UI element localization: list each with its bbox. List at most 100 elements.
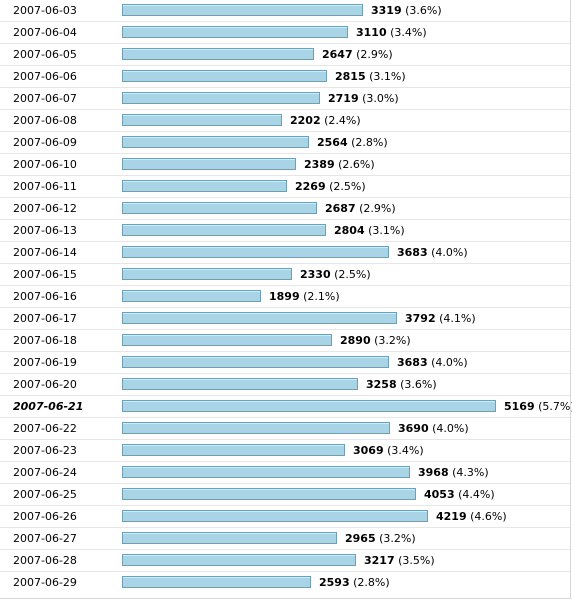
value-label: 2202 (2.4%) bbox=[290, 114, 361, 127]
value-label: 2330 (2.5%) bbox=[300, 268, 371, 281]
category-label: 2007-06-28 bbox=[13, 554, 77, 567]
bar bbox=[122, 554, 356, 566]
value-percent: (5.7%) bbox=[538, 400, 572, 413]
bar-row: 2007-06-15 2330 (2.5%) bbox=[0, 264, 570, 286]
value-label: 3683 (4.0%) bbox=[397, 246, 468, 259]
category-label: 2007-06-14 bbox=[13, 246, 77, 259]
category-label: 2007-06-25 bbox=[13, 488, 77, 501]
value-number: 3792 bbox=[405, 312, 436, 325]
bar bbox=[122, 4, 363, 16]
value-percent: (4.6%) bbox=[470, 510, 507, 523]
value-percent: (4.0%) bbox=[431, 356, 468, 369]
bar-row: 2007-06-24 3968 (4.3%) bbox=[0, 462, 570, 484]
bar-row: 2007-06-29 2593 (2.8%) bbox=[0, 572, 570, 594]
value-label: 3069 (3.4%) bbox=[353, 444, 424, 457]
category-label: 2007-06-15 bbox=[13, 268, 77, 281]
value-label: 2647 (2.9%) bbox=[322, 48, 393, 61]
bar bbox=[122, 202, 317, 214]
value-number: 3258 bbox=[366, 378, 397, 391]
value-percent: (4.0%) bbox=[431, 246, 468, 259]
value-number: 3683 bbox=[397, 246, 428, 259]
value-number: 4053 bbox=[424, 488, 455, 501]
bar bbox=[122, 488, 416, 500]
category-label: 2007-06-16 bbox=[13, 290, 77, 303]
value-label: 1899 (2.1%) bbox=[269, 290, 340, 303]
value-label: 3683 (4.0%) bbox=[397, 356, 468, 369]
category-label: 2007-06-20 bbox=[13, 378, 77, 391]
bar bbox=[122, 466, 410, 478]
value-label: 3258 (3.6%) bbox=[366, 378, 437, 391]
category-label: 2007-06-12 bbox=[13, 202, 77, 215]
category-label: 2007-06-13 bbox=[13, 224, 77, 237]
value-percent: (2.4%) bbox=[324, 114, 361, 127]
category-label: 2007-06-23 bbox=[13, 444, 77, 457]
value-label: 2687 (2.9%) bbox=[325, 202, 396, 215]
bar-row: 2007-06-07 2719 (3.0%) bbox=[0, 88, 570, 110]
category-label: 2007-06-18 bbox=[13, 334, 77, 347]
value-label: 3792 (4.1%) bbox=[405, 312, 476, 325]
value-number: 2564 bbox=[317, 136, 348, 149]
bar-row: 2007-06-09 2564 (2.8%) bbox=[0, 132, 570, 154]
category-label: 2007-06-29 bbox=[13, 576, 77, 589]
value-percent: (2.6%) bbox=[338, 158, 375, 171]
bar-row: 2007-06-05 2647 (2.9%) bbox=[0, 44, 570, 66]
value-label: 3968 (4.3%) bbox=[418, 466, 489, 479]
category-label: 2007-06-09 bbox=[13, 136, 77, 149]
bar-row: 2007-06-08 2202 (2.4%) bbox=[0, 110, 570, 132]
value-label: 3110 (3.4%) bbox=[356, 26, 427, 39]
value-percent: (3.4%) bbox=[387, 444, 424, 457]
bar-row: 2007-06-13 2804 (3.1%) bbox=[0, 220, 570, 242]
bar-row: 2007-06-11 2269 (2.5%) bbox=[0, 176, 570, 198]
value-number: 3110 bbox=[356, 26, 387, 39]
category-label: 2007-06-10 bbox=[13, 158, 77, 171]
value-number: 5169 bbox=[504, 400, 535, 413]
bar bbox=[122, 246, 389, 258]
bar-row: 2007-06-25 4053 (4.4%) bbox=[0, 484, 570, 506]
category-label: 2007-06-07 bbox=[13, 92, 77, 105]
value-label: 2965 (3.2%) bbox=[345, 532, 416, 545]
value-label: 3319 (3.6%) bbox=[371, 4, 442, 17]
category-label: 2007-06-24 bbox=[13, 466, 77, 479]
value-label: 4219 (4.6%) bbox=[436, 510, 507, 523]
value-label: 3217 (3.5%) bbox=[364, 554, 435, 567]
value-number: 2202 bbox=[290, 114, 321, 127]
value-percent: (3.1%) bbox=[369, 70, 406, 83]
bar bbox=[122, 576, 311, 588]
bar-row: 2007-06-06 2815 (3.1%) bbox=[0, 66, 570, 88]
bar bbox=[122, 92, 320, 104]
value-number: 2890 bbox=[340, 334, 371, 347]
value-number: 2804 bbox=[334, 224, 365, 237]
bar-row: 2007-06-19 3683 (4.0%) bbox=[0, 352, 570, 374]
value-label: 2269 (2.5%) bbox=[295, 180, 366, 193]
bar-row: 2007-06-26 4219 (4.6%) bbox=[0, 506, 570, 528]
value-number: 2647 bbox=[322, 48, 353, 61]
value-number: 2269 bbox=[295, 180, 326, 193]
value-percent: (3.2%) bbox=[374, 334, 411, 347]
bar-row: 2007-06-17 3792 (4.1%) bbox=[0, 308, 570, 330]
bar-row: 2007-06-03 3319 (3.6%) bbox=[0, 0, 570, 22]
category-label: 2007-06-22 bbox=[13, 422, 77, 435]
bar bbox=[122, 268, 292, 280]
value-label: 2719 (3.0%) bbox=[328, 92, 399, 105]
bar bbox=[122, 158, 296, 170]
value-percent: (3.1%) bbox=[368, 224, 405, 237]
value-label: 2389 (2.6%) bbox=[304, 158, 375, 171]
bar-row: 2007-06-20 3258 (3.6%) bbox=[0, 374, 570, 396]
value-number: 2719 bbox=[328, 92, 359, 105]
bar bbox=[122, 312, 397, 324]
value-percent: (3.6%) bbox=[405, 4, 442, 17]
value-number: 2815 bbox=[335, 70, 366, 83]
value-percent: (3.2%) bbox=[379, 532, 416, 545]
value-number: 1899 bbox=[269, 290, 300, 303]
bar-row: 2007-06-12 2687 (2.9%) bbox=[0, 198, 570, 220]
bar-row: 2007-06-21 5169 (5.7%) bbox=[0, 396, 572, 418]
value-number: 2389 bbox=[304, 158, 335, 171]
value-number: 3217 bbox=[364, 554, 395, 567]
bar bbox=[122, 136, 309, 148]
value-percent: (3.6%) bbox=[400, 378, 437, 391]
value-percent: (4.0%) bbox=[432, 422, 469, 435]
value-percent: (2.9%) bbox=[359, 202, 396, 215]
value-percent: (2.5%) bbox=[334, 268, 371, 281]
